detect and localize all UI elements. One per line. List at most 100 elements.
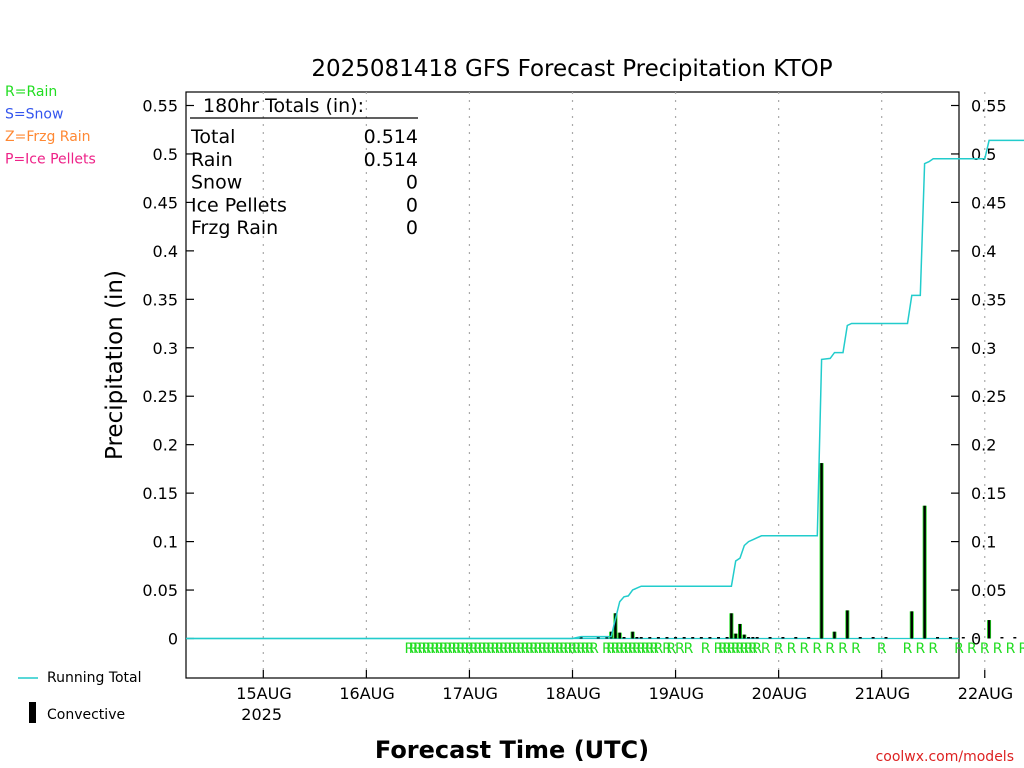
x-tick-label: 20AUG [752, 684, 807, 703]
rain-mark: R [623, 641, 633, 657]
precip-bar [605, 637, 609, 639]
precip-bar [936, 637, 940, 639]
rain-mark: R [482, 641, 492, 657]
precip-bar [596, 637, 600, 639]
rain-mark: R [512, 641, 522, 657]
rain-mark: R [800, 641, 810, 657]
rain-mark: R [649, 641, 659, 657]
rain-mark: R [465, 641, 475, 657]
precip-bar [751, 637, 755, 639]
precip-bar [708, 637, 712, 639]
x-tick-label: 15AUG [236, 684, 291, 703]
y-tick-label: 0.2 [153, 436, 178, 455]
y-axis-right: 0 0.05 0.1 0.15 0.2 0.25 0.3 0.35 0.4 0.45 0.5 0.55 [951, 97, 1007, 649]
rain-mark: R [722, 641, 732, 657]
convective-bar [618, 632, 621, 639]
rain-mark: R [499, 641, 509, 657]
rain-mark: R [774, 641, 784, 657]
rain-mark: R [538, 641, 548, 657]
rain-mark: R [563, 641, 573, 657]
rain-mark: R [993, 641, 1003, 657]
rain-mark: R [666, 641, 676, 657]
precip-bar [755, 637, 759, 639]
rain-mark: R [568, 641, 578, 657]
rain-mark: R [718, 641, 728, 657]
precip-bar [871, 637, 875, 639]
rain-mark: R [486, 641, 496, 657]
rain-mark: R [748, 641, 758, 657]
y-tick-label: 0.35 [971, 290, 1007, 309]
rain-mark: R [435, 641, 445, 657]
running-total-legend-label: Running Total [47, 670, 142, 686]
convective-bar [987, 620, 991, 639]
rain-type-marks: RRRRRRRRRRRRRRRRRRRRRRRRRRRRRRRRRRRRRRRR… [404, 641, 1024, 657]
totals-row-label: Total [190, 126, 235, 148]
rain-mark: R [752, 641, 762, 657]
rain-mark: R [520, 641, 530, 657]
precip-bar [717, 637, 721, 639]
precip-bar [635, 637, 639, 639]
chart-title: 2025081418 GFS Forecast Precipitation KT… [311, 56, 832, 82]
totals-row-label: Snow [191, 172, 242, 194]
rain-mark: R [980, 641, 990, 657]
totals-row-value: 0 [406, 217, 418, 239]
rain-mark: R [967, 641, 977, 657]
precip-bar [648, 637, 652, 639]
x-tick-label: 18AUG [546, 684, 601, 703]
rain-mark: R [469, 641, 479, 657]
rain-mark: R [404, 641, 414, 657]
rain-mark: R [761, 641, 771, 657]
rain-mark: R [477, 641, 487, 657]
rain-mark: R [602, 641, 612, 657]
y-tick-label: 0.15 [971, 484, 1007, 503]
rain-mark: R [851, 641, 861, 657]
rain-mark: R [731, 641, 741, 657]
rain-mark: R [559, 641, 569, 657]
rain-mark: R [744, 641, 754, 657]
rain-mark: R [727, 641, 737, 657]
precip-bar [781, 637, 785, 639]
y-tick-label: 0.3 [153, 339, 178, 358]
y-tick-label: 0.3 [971, 339, 996, 358]
convective-legend-swatch [29, 702, 36, 723]
x-tick-label: 16AUG [339, 684, 394, 703]
y-tick-label: 0 [971, 630, 981, 649]
precip-bar [948, 637, 952, 639]
rain-mark: R [439, 641, 449, 657]
precip-bar [1000, 637, 1004, 639]
precip-bar [961, 637, 965, 639]
y-tick-label: 0.55 [971, 97, 1007, 116]
rain-mark: R [417, 641, 427, 657]
rain-mark: R [508, 641, 518, 657]
totals-header: 180hr Totals (in): [203, 95, 364, 117]
rain-mark: R [546, 641, 556, 657]
rain-mark: R [503, 641, 513, 657]
rain-mark: R [533, 641, 543, 657]
convective-bar [846, 610, 849, 639]
y-tick-label: 0.15 [142, 484, 178, 503]
y-tick-label: 0.45 [971, 193, 1007, 212]
convective-bar [631, 631, 634, 639]
precip-bar [674, 637, 678, 639]
rain-mark: R [928, 641, 938, 657]
totals-row-label: Rain [191, 149, 233, 171]
convective-bar [820, 463, 823, 639]
rain-mark: R [456, 641, 466, 657]
rain-mark: R [619, 641, 629, 657]
rain-mark: R [460, 641, 470, 657]
rain-mark: R [838, 641, 848, 657]
rain-mark: R [589, 641, 599, 657]
rain-mark: R [473, 641, 483, 657]
y-tick-label: 0.5 [971, 145, 996, 164]
y-tick-label: 0.25 [971, 387, 1007, 406]
rain-mark: R [413, 641, 423, 657]
rain-mark: R [606, 641, 616, 657]
precip-bar [579, 637, 583, 639]
rain-mark: R [426, 641, 436, 657]
credit-text: coolwx.com/models [876, 749, 1014, 765]
series-legend: Running Total Convective [18, 670, 142, 723]
y-tick-label: 0.5 [153, 145, 178, 164]
precip-bar [974, 637, 978, 639]
precip-bar [884, 637, 888, 639]
